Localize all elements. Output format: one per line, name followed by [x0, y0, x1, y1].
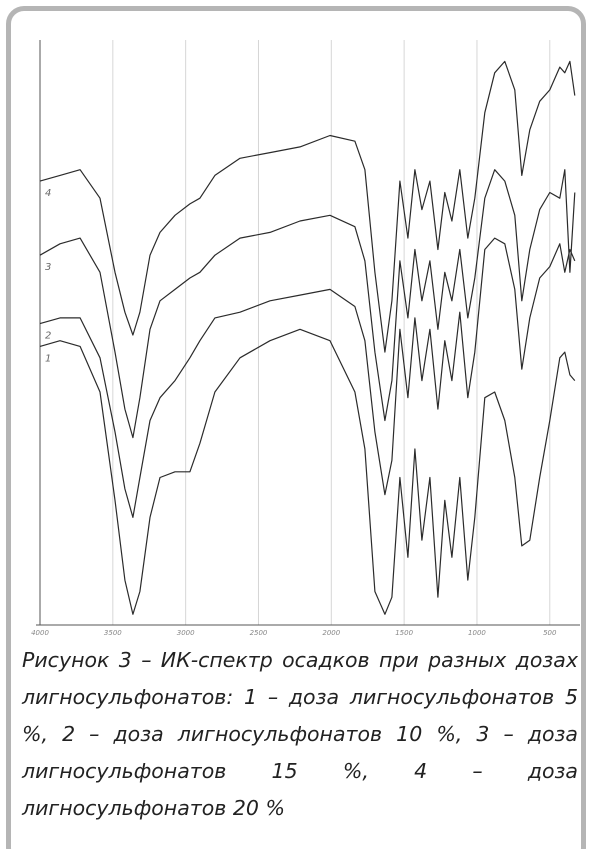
x-tick-label: 2500	[250, 629, 268, 637]
x-tick-label: 1500	[395, 629, 413, 637]
caption: Рисунок 3 – ИК-спектр осадков при разных…	[22, 648, 578, 820]
curve-label: 3	[45, 262, 51, 273]
x-tick-label: 500	[543, 629, 557, 637]
x-tick-label: 1000	[468, 629, 486, 637]
spectrum-line	[39, 237, 576, 518]
x-tick-label: 2000	[322, 629, 340, 637]
chart: 4000 3500 3000 2500 2000 1500 1000 500 1 2 3 4	[31, 40, 580, 637]
frame	[6, 6, 586, 849]
curve-label: 1	[45, 353, 51, 364]
x-tick-label: 3000	[177, 629, 195, 637]
spectrum-line	[39, 328, 576, 615]
x-tick-label: 4000	[31, 629, 49, 637]
spectrum-line	[39, 169, 576, 439]
curve-label: 4	[45, 188, 51, 199]
curve-label: 2	[45, 331, 51, 342]
spectrum-line	[39, 60, 576, 353]
x-tick-label: 3500	[104, 629, 122, 637]
